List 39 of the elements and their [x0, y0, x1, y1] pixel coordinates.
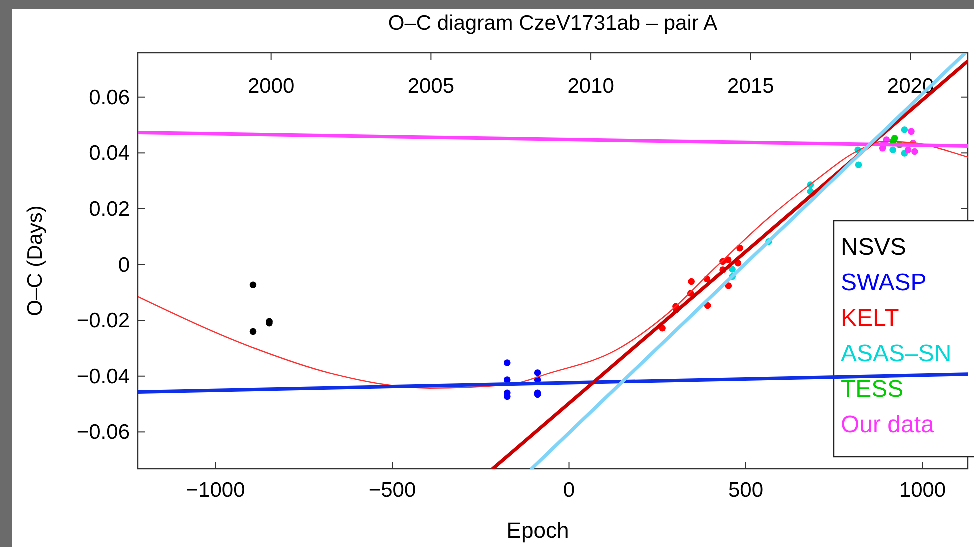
- x-tick-label: 0: [563, 479, 576, 502]
- x2-tick-label: 2000: [248, 75, 295, 98]
- x-tick-label: 1000: [899, 479, 946, 502]
- point: [908, 128, 915, 136]
- text: Our data: [841, 412, 936, 438]
- x2-tick-label: 2010: [568, 75, 614, 98]
- y-tick-label: 0.06: [89, 86, 130, 110]
- y-tick-label: −0.04: [76, 365, 130, 388]
- y-tick-label: 0.04: [89, 142, 130, 166]
- point: [250, 328, 257, 336]
- text: NSVS: [841, 234, 906, 261]
- point: [724, 256, 732, 264]
- point: [729, 266, 736, 273]
- point: [890, 146, 896, 154]
- y-tick-label: −0.06: [76, 421, 130, 444]
- chart-title: O–C diagram CzeV1731ab – pair A: [388, 12, 718, 35]
- y-axis-title: O–C (Days): [24, 206, 47, 316]
- text: KELT: [841, 305, 900, 332]
- point: [688, 278, 695, 286]
- x-tick-label: 500: [728, 479, 764, 502]
- x2-tick-label: 2005: [408, 75, 455, 98]
- point: [250, 282, 257, 289]
- point: [855, 162, 862, 169]
- point: [504, 360, 511, 366]
- x-tick-label: −1000: [186, 479, 246, 502]
- y-tick-label: 0.02: [89, 198, 130, 221]
- point: [534, 370, 542, 376]
- x-axis-title: Epoch: [506, 518, 570, 543]
- point: [912, 148, 918, 156]
- y-tick-label: 0: [118, 254, 130, 277]
- x-tick-label: −500: [368, 479, 416, 502]
- x2-tick-label: 2015: [728, 75, 774, 98]
- text: TESS: [841, 376, 904, 403]
- y-tick-label: −0.02: [76, 310, 130, 333]
- point: [504, 376, 511, 384]
- point: [901, 126, 908, 134]
- text: ASAS–SN: [841, 340, 952, 368]
- text: SWASP: [841, 270, 927, 296]
- point: [904, 146, 912, 154]
